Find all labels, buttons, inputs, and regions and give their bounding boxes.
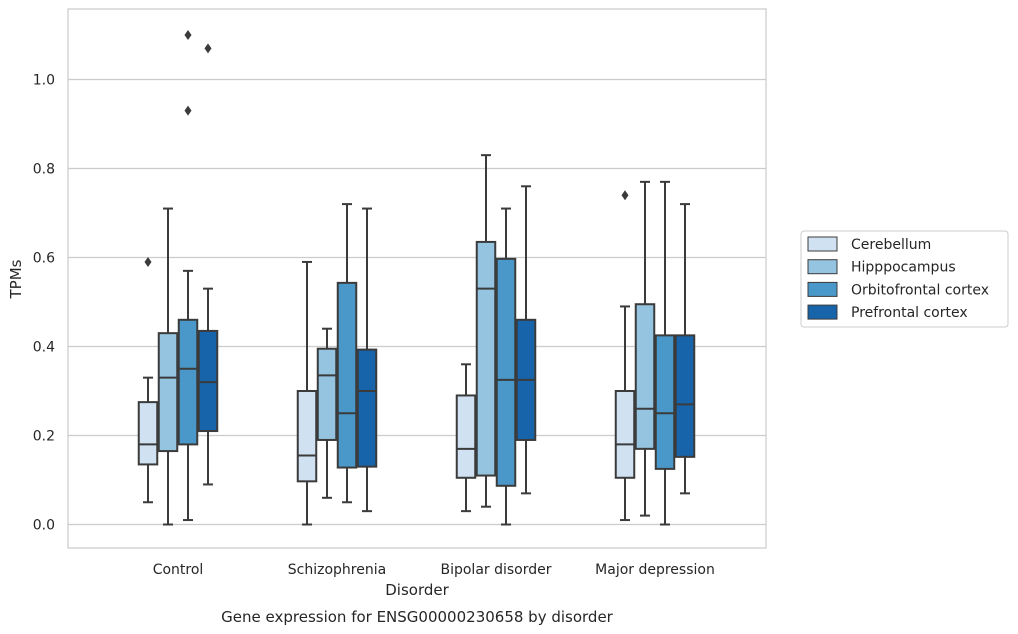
box-prefrontal-cortex [674,203,696,495]
box-iqr [177,318,199,446]
box-prefrontal-cortex [197,43,219,486]
outlier-point [184,105,192,116]
box-iqr [137,401,159,466]
y-tick-label: 0.8 [33,162,55,178]
box-iqr [336,281,358,469]
legend-swatch [807,281,838,297]
box-hipppocampus [634,180,656,517]
x-tick-label: Control [153,562,204,578]
x-tick-label: Major depression [595,562,715,578]
y-tick-label: 1.0 [33,73,55,89]
box-hipppocampus [475,154,497,508]
y-axis-label: TPMs [7,259,25,299]
box-prefrontal-cortex [356,207,378,513]
outlier-point [204,43,212,54]
box-iqr [316,347,338,441]
box-orbitofrontal-cortex [654,180,676,526]
x-tick-label: Bipolar disorder [440,562,551,578]
box-hipppocampus [157,207,179,526]
legend-swatch [807,236,838,252]
box-cerebellum [137,256,159,504]
outlier-point [144,256,152,267]
box-iqr [157,332,179,453]
chart-title: Gene expression for ENSG00000230658 by d… [221,608,614,626]
box-iqr [674,334,696,458]
legend-swatch [807,259,838,275]
legend-swatch [807,304,838,320]
box-iqr [197,329,219,433]
box-iqr [475,240,497,477]
box-iqr [495,257,517,487]
box-hipppocampus [316,327,338,499]
outlier-point [184,30,192,40]
box-orbitofrontal-cortex [495,207,517,526]
legend-label: Hipppocampus [851,260,956,276]
box-cerebellum [296,260,318,526]
box-iqr [654,334,676,470]
box-iqr [296,390,318,483]
box-iqr [356,348,378,468]
box-orbitofrontal-cortex [177,30,199,522]
legend-label: Orbitofrontal cortex [851,282,989,298]
box-iqr [634,303,656,450]
box-cerebellum [455,363,477,513]
y-tick-label: 0.2 [33,429,55,445]
plot-area-frame [67,8,767,549]
y-tick-label: 0.6 [33,251,55,267]
x-tick-label: Schizophrenia [288,562,386,578]
box-prefrontal-cortex [515,185,537,495]
legend-label: Cerebellum [851,237,931,253]
legend-frame [800,230,1009,328]
y-tick-labels: 0.0 0.2 0.4 0.6 0.8 1.0 [33,73,55,534]
outlier-point [621,190,629,201]
box-series [137,30,696,526]
box-iqr [455,394,477,479]
y-tick-label: 0.0 [33,518,55,534]
y-tick-label: 0.4 [33,340,55,356]
box-iqr [614,390,636,479]
box-cerebellum [614,190,636,522]
legend-label: Prefrontal cortex [851,305,968,321]
legend: Cerebellum Hipppocampus Orbitofrontal cort… [800,230,1009,328]
box-orbitofrontal-cortex [336,203,358,504]
x-axis-label: Disorder [385,581,449,599]
x-tick-labels: Control Schizophrenia Bipolar disorder Majo… [153,562,715,578]
